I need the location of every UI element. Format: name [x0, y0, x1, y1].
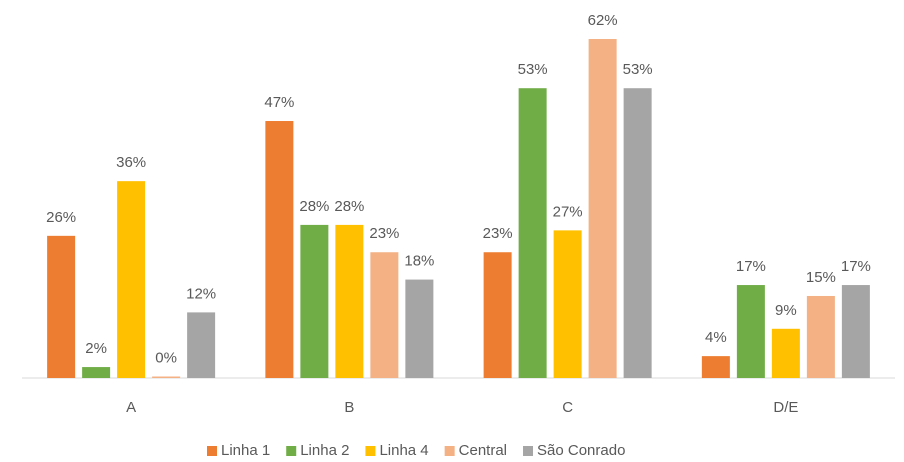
- data-label: 36%: [116, 154, 146, 171]
- legend-label: Linha 2: [300, 442, 349, 459]
- data-label: 47%: [264, 94, 294, 111]
- data-label: 27%: [553, 203, 583, 220]
- data-label: 62%: [588, 12, 618, 29]
- bar: [588, 39, 617, 378]
- legend-label: São Conrado: [537, 442, 625, 459]
- data-label: 18%: [404, 253, 434, 270]
- bar: [701, 356, 730, 378]
- data-label: 9%: [775, 302, 797, 319]
- legend-swatch: [523, 446, 534, 456]
- data-label: 23%: [369, 225, 399, 242]
- bar: [736, 285, 765, 378]
- data-label: 17%: [841, 258, 871, 275]
- data-label: 53%: [518, 61, 548, 78]
- x-tick-label: C: [562, 399, 573, 416]
- legend-label: Central: [459, 442, 507, 459]
- bar: [82, 367, 111, 378]
- data-label: 4%: [705, 329, 727, 346]
- bar: [405, 279, 434, 378]
- bar: [483, 252, 512, 378]
- data-label: 28%: [299, 198, 329, 215]
- x-tick-label: B: [344, 399, 354, 416]
- x-tick-label: A: [126, 399, 136, 416]
- data-label: 23%: [483, 225, 513, 242]
- bar: [117, 181, 146, 378]
- data-label: 12%: [186, 285, 216, 302]
- bar: [335, 224, 364, 378]
- legend-swatch: [444, 446, 455, 456]
- legend-swatch: [365, 446, 376, 456]
- bar: [553, 230, 582, 378]
- data-label: 26%: [46, 209, 76, 226]
- bar: [265, 121, 294, 379]
- legend-label: Linha 1: [221, 442, 270, 459]
- data-label: 0%: [155, 349, 177, 366]
- x-tick-label: D/E: [773, 399, 798, 416]
- bar: [623, 88, 652, 378]
- legend-swatch: [207, 446, 217, 456]
- data-label: 2%: [85, 340, 107, 357]
- data-label: 28%: [334, 198, 364, 215]
- bar: [152, 376, 181, 378]
- bar: [806, 295, 835, 378]
- bar: [47, 235, 76, 378]
- legend-swatch: [286, 446, 297, 456]
- bar: [771, 328, 800, 378]
- bar: [300, 224, 329, 378]
- data-label: 53%: [623, 61, 653, 78]
- bar: [841, 285, 870, 378]
- bar: [518, 88, 547, 378]
- data-label: 17%: [736, 258, 766, 275]
- legend-label: Linha 4: [379, 442, 428, 459]
- bar: [187, 312, 216, 378]
- data-label: 15%: [806, 269, 836, 286]
- bar: [370, 252, 399, 378]
